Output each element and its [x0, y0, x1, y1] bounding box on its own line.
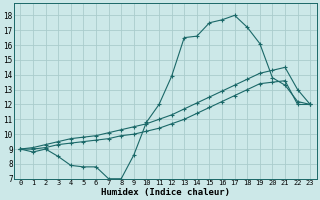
X-axis label: Humidex (Indice chaleur): Humidex (Indice chaleur) [101, 188, 230, 197]
